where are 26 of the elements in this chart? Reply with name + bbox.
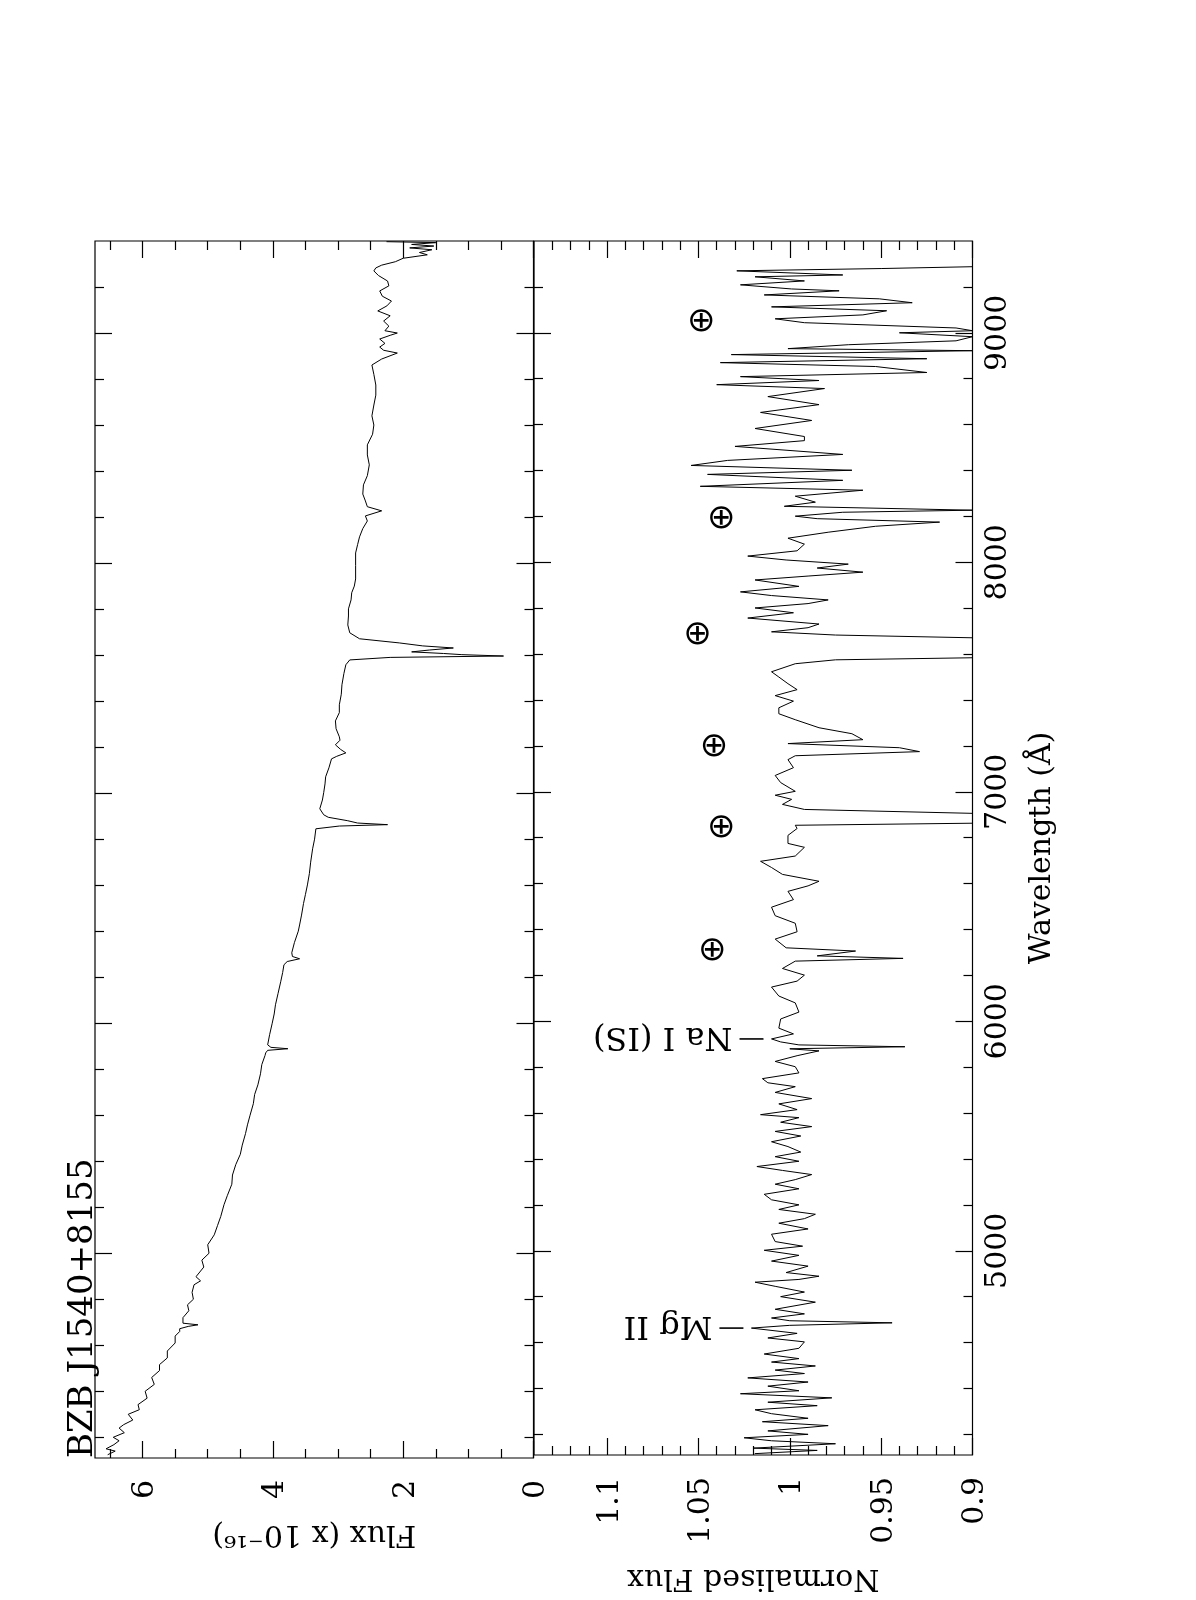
annotation: Mg II: [623, 1309, 712, 1348]
annotation: ⊕: [706, 496, 736, 537]
x-tick-label: 0.95: [863, 1477, 899, 1544]
annotation: Na I (IS): [592, 1019, 733, 1058]
x-tick-label: 6: [125, 1480, 161, 1500]
annotation: ⊕: [686, 298, 715, 339]
y-tick-label: 6000: [977, 983, 1013, 1060]
x-tick-label: 1.1: [589, 1477, 625, 1525]
x-tick-label: 4: [255, 1480, 291, 1500]
annotation: ⊕: [706, 805, 736, 846]
x-tick-label: 0.9: [954, 1477, 990, 1525]
x-tick-label: 2: [385, 1480, 421, 1500]
annotation: ⊕: [682, 611, 712, 652]
x-tick-label: 1.05: [680, 1477, 716, 1544]
x-tick-label: 0: [516, 1480, 551, 1500]
y-tick-label: 5000: [977, 1212, 1013, 1289]
annotation: ⊕: [699, 723, 728, 764]
x-tick-label: 1: [771, 1477, 807, 1497]
y-tick-label: 8000: [977, 524, 1013, 601]
y-tick-label: 7000: [977, 753, 1013, 830]
annotation: ⊕: [697, 927, 726, 968]
y-tick-label: 9000: [977, 294, 1013, 371]
text: BZB J1540+8155: [60, 1158, 100, 1458]
x-axis-title: Flux (x 10⁻¹⁶): [212, 1518, 417, 1554]
y-axis-title: Wavelength (Å): [1021, 731, 1057, 965]
x-axis-title: Normalised Flux: [626, 1562, 880, 1598]
